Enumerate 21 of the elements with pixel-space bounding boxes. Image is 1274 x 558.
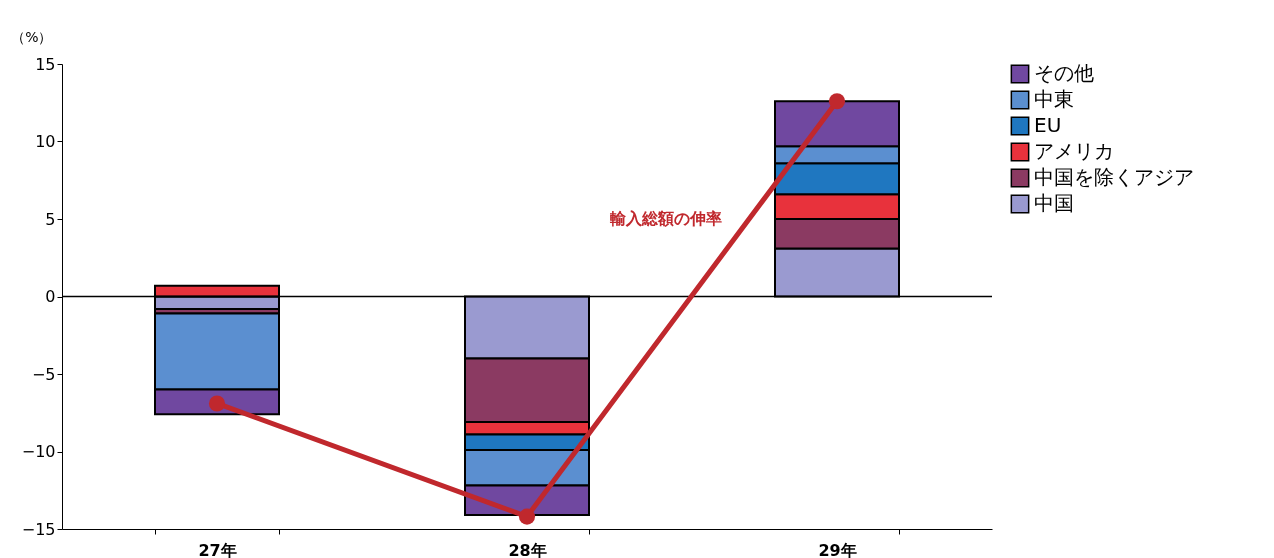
legend-label: アメリカ [1034,139,1114,163]
y-tick-label: 5 [45,209,56,229]
point [208,395,226,412]
y-tick-label: 15 [35,54,56,74]
x-tick-label: 27年 [198,540,237,558]
x-tick-label: 29年 [818,540,857,558]
y-tick-label: 0 [45,287,56,306]
y-axis-title: （%） [11,28,53,45]
legend-label: 中国を除くアジア [1034,165,1194,189]
legend-label: 中東 [1034,87,1074,111]
point [518,508,536,525]
legend-label: EU [1034,113,1062,137]
y-tick-label: −5 [31,364,56,384]
y-tick-label: −10 [21,442,56,461]
legend-label: 中国 [1034,191,1074,215]
point [828,93,846,110]
y-tick-label: 10 [35,132,56,151]
y-tick-label: −15 [21,519,56,539]
x-tick-label: 28年 [508,540,547,558]
series-label: 輸入総額の伸率 [609,209,722,228]
legend-label: その他 [1034,61,1094,85]
